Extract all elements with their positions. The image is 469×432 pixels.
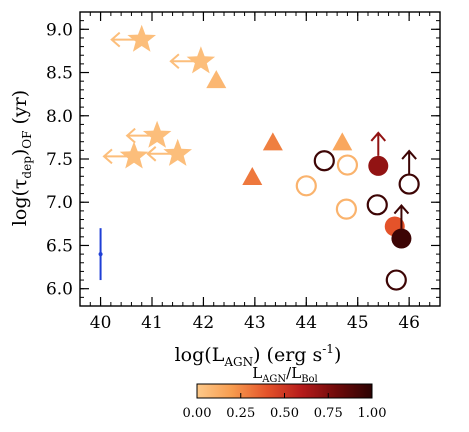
filled-circle-point <box>391 228 412 249</box>
x-tick-label: 40 <box>90 313 112 333</box>
colorbar-tick-label: 1.00 <box>358 406 387 421</box>
svg-text:log(τdep)OF (yr): log(τdep)OF (yr) <box>9 90 34 226</box>
open-circle-point <box>398 173 420 195</box>
y-tick-label: 6.0 <box>46 280 73 300</box>
y-tick-label: 8.0 <box>46 107 73 127</box>
open-circle-point <box>366 194 388 216</box>
upper-limit-arrow-left <box>102 148 128 165</box>
error-bar <box>98 228 103 281</box>
axes: 40 41 42 43 44 45 46 6.0 6.5 7.0 7.5 8.0 8.5 9.0 <box>46 11 441 333</box>
x-tick-label: 45 <box>347 313 369 333</box>
y-tick-label: 6.5 <box>46 236 73 256</box>
colorbar-tick-label: 0.25 <box>226 406 255 421</box>
open-circle-point <box>295 175 317 197</box>
star-point <box>186 46 216 74</box>
triangle-point <box>262 132 283 151</box>
svg-text:log(LAGN) (erg s-1): log(LAGN) (erg s-1) <box>175 342 342 369</box>
x-tick-label: 46 <box>398 313 420 333</box>
triangle-point <box>242 167 263 186</box>
triangle-point <box>206 70 227 89</box>
lower-limit-arrow-up <box>370 131 387 156</box>
open-circle-point <box>336 154 359 176</box>
open-circle-point <box>385 269 407 291</box>
y-tick-label: 7.5 <box>46 150 73 170</box>
x-tick-label: 41 <box>141 313 163 333</box>
star-point <box>119 141 149 169</box>
open-circle-point <box>335 198 357 220</box>
x-axis-label: log(LAGN) (erg s-1) <box>175 342 342 369</box>
open-circle-point <box>313 150 335 172</box>
triangle-point <box>332 132 353 151</box>
upper-limit-arrow-left <box>110 31 136 48</box>
y-tick-label: 9.0 <box>46 20 73 40</box>
upper-limit-arrow-left <box>146 146 172 162</box>
star-point <box>127 24 156 52</box>
colorbar: 0.00 0.25 0.50 0.75 1.00 <box>183 383 387 421</box>
filled-circle-point <box>368 155 389 176</box>
colorbar-label: LAGN/LBol <box>252 364 318 385</box>
y-tick-label: 8.5 <box>46 64 73 84</box>
star-point <box>163 138 192 166</box>
x-tick-label: 44 <box>295 313 317 333</box>
y-tick-label: 7.0 <box>46 193 73 213</box>
star-point <box>142 120 172 148</box>
upper-limit-arrow-left <box>125 127 152 144</box>
svg-text:LAGN/LBol: LAGN/LBol <box>252 364 318 385</box>
colorbar-tick-label: 0.50 <box>270 406 299 421</box>
x-tick-label: 42 <box>193 313 215 333</box>
colorbar-tick-label: 0.00 <box>183 406 212 421</box>
lower-limit-arrow-up <box>401 149 417 175</box>
y-axis-label: log(τdep)OF (yr) <box>9 90 34 226</box>
lower-limit-arrow-up <box>393 204 410 229</box>
data-marks <box>98 24 420 291</box>
x-tick-label: 43 <box>244 313 266 333</box>
upper-limit-arrow-left <box>169 53 195 70</box>
colorbar-tick-label: 0.75 <box>314 406 343 421</box>
